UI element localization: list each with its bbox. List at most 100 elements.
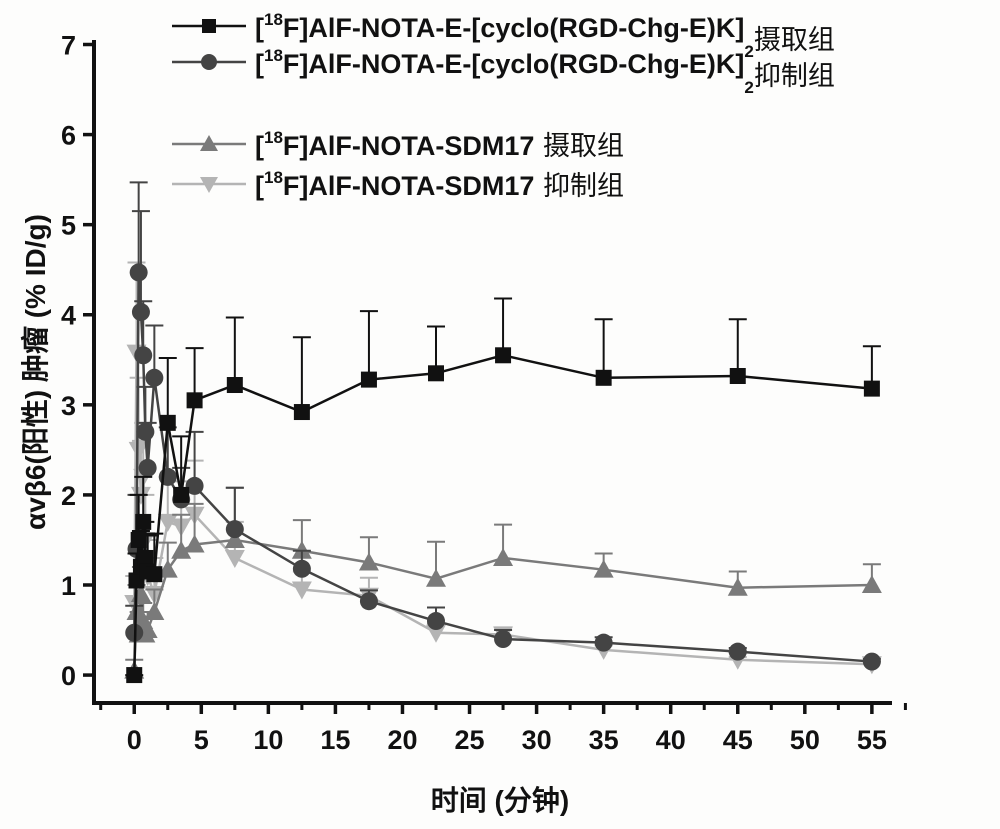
data-point — [862, 652, 881, 671]
y-tick-label: 1 — [61, 571, 76, 601]
data-point — [186, 392, 203, 409]
legend-marker — [202, 19, 216, 33]
x-tick-label: 20 — [387, 725, 417, 755]
x-tick-label: 15 — [320, 725, 350, 755]
data-point — [185, 476, 204, 495]
series-line — [132, 352, 872, 666]
data-point — [173, 486, 190, 503]
series-group — [124, 181, 882, 684]
x-tick-label: 40 — [656, 725, 686, 755]
y-tick-label: 2 — [61, 481, 76, 511]
data-point — [145, 368, 164, 387]
y-axis-title: αvβ6(阳性) 肿瘤 (% ID/g) — [19, 214, 51, 530]
legend-label-part: [ — [255, 131, 264, 161]
legend-label-part: 18 — [264, 46, 283, 65]
data-point — [224, 549, 245, 568]
data-point — [137, 549, 154, 566]
legend-marker — [200, 135, 218, 151]
data-point — [131, 303, 150, 322]
legend-label: [18F]AlF-NOTA-SDM17 抑制组 — [255, 168, 624, 202]
data-point — [129, 263, 148, 282]
x-tick-label: 10 — [253, 725, 283, 755]
data-point — [861, 574, 882, 593]
legend-label: [18F]AlF-NOTA-E-[cyclo(RGD-Chg-E)K]2抑制组 — [255, 46, 835, 97]
data-point — [171, 540, 192, 559]
y-tick-label: 7 — [61, 31, 76, 61]
data-point — [359, 592, 378, 611]
legend-label-part: 抑制组 — [754, 61, 835, 92]
data-point — [184, 534, 205, 553]
legend-label-part: 2 — [744, 78, 753, 97]
data-point — [428, 365, 444, 382]
x-tick-label: 45 — [723, 725, 753, 755]
data-point — [729, 368, 746, 385]
x-axis-title: 时间 (分钟) — [431, 785, 569, 816]
y-tick-label: 0 — [61, 661, 76, 691]
data-point — [728, 642, 747, 661]
legend-label-part: 摄取组 — [754, 25, 835, 56]
x-tick-label: 25 — [455, 725, 485, 755]
x-tick-label: 5 — [194, 725, 209, 755]
legend-label: [18F]AlF-NOTA-SDM17 摄取组 — [255, 128, 624, 162]
data-point — [360, 371, 377, 388]
y-tick-label: 6 — [61, 121, 76, 151]
series-circle — [125, 181, 881, 671]
data-point — [358, 552, 379, 571]
legend-label-part: 2 — [744, 42, 753, 61]
data-point — [293, 404, 310, 421]
series-triangle-up — [124, 486, 882, 679]
data-point — [146, 566, 163, 583]
legend-label: [18F]AlF-NOTA-E-[cyclo(RGD-Chg-E)K]2摄取组 — [255, 10, 835, 61]
legend-label-part: 摄取组 — [534, 131, 624, 162]
x-tick-label: 30 — [522, 725, 552, 755]
y-tick-label: 3 — [61, 391, 76, 421]
y-tick-label: 4 — [61, 301, 76, 331]
data-point — [727, 577, 748, 596]
legend-label-part: 18 — [264, 168, 283, 187]
data-point — [593, 559, 614, 578]
data-point — [136, 422, 155, 441]
data-point — [144, 602, 165, 621]
data-point — [863, 380, 880, 397]
data-point — [292, 559, 311, 578]
x-tick-label: 50 — [790, 725, 820, 755]
legend-label-part: 18 — [264, 10, 283, 29]
x-tick-label: 55 — [857, 725, 887, 755]
data-point — [291, 581, 312, 600]
legend-label-part: F]AlF-NOTA-SDM17 — [283, 131, 534, 161]
legend-label-part: [ — [255, 171, 264, 201]
legend-label-part: F]AlF-NOTA-SDM17 — [283, 171, 534, 201]
y-tick-label: 5 — [61, 211, 76, 241]
legend-marker — [200, 177, 218, 193]
legend-item: [18F]AlF-NOTA-SDM17 抑制组 — [172, 168, 624, 202]
data-point — [224, 529, 245, 548]
x-tick-label: 0 — [127, 725, 142, 755]
legend-label-part: F]AlF-NOTA-E-[cyclo(RGD-Chg-E)K] — [283, 13, 744, 43]
legend-label-part: [ — [255, 13, 264, 43]
data-point — [126, 667, 143, 684]
data-point — [594, 633, 613, 652]
data-point — [426, 624, 446, 643]
data-point — [493, 547, 514, 566]
data-point — [157, 513, 178, 532]
legend-item: [18F]AlF-NOTA-E-[cyclo(RGD-Chg-E)K]2摄取组 — [172, 10, 835, 61]
series-square — [125, 297, 881, 684]
data-point — [225, 520, 244, 539]
legend: [18F]AlF-NOTA-E-[cyclo(RGD-Chg-E)K]2摄取组[… — [172, 10, 835, 202]
data-point — [226, 377, 243, 394]
x-tick-label: 35 — [589, 725, 619, 755]
data-point — [595, 369, 612, 386]
data-point — [134, 346, 153, 365]
legend-marker — [201, 54, 217, 70]
legend-label-part: 抑制组 — [534, 171, 624, 202]
legend-label-part: 18 — [264, 128, 283, 147]
data-point — [128, 441, 149, 460]
legend-item: [18F]AlF-NOTA-SDM17 摄取组 — [172, 128, 624, 162]
data-point — [138, 458, 157, 477]
data-point — [135, 513, 152, 530]
legend-item: [18F]AlF-NOTA-E-[cyclo(RGD-Chg-E)K]2抑制组 — [172, 46, 835, 97]
data-point — [159, 414, 176, 431]
legend-label-part: F]AlF-NOTA-E-[cyclo(RGD-Chg-E)K] — [283, 49, 744, 79]
